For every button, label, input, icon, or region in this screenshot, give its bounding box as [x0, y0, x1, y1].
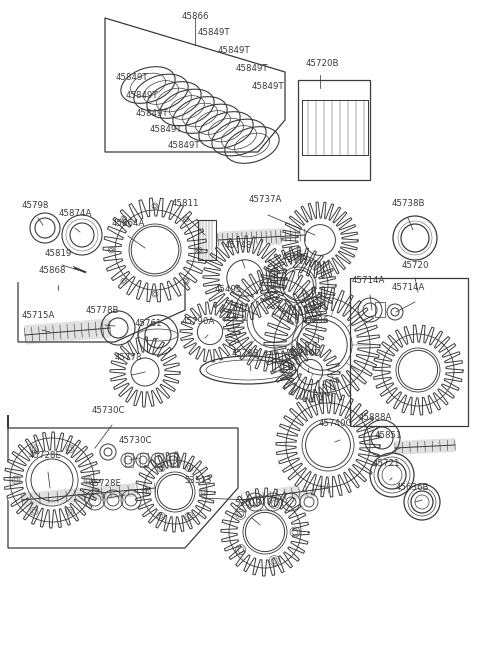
Circle shape — [4, 432, 100, 528]
Text: 45874A: 45874A — [58, 209, 92, 218]
Text: 45740G: 45740G — [319, 419, 353, 428]
Circle shape — [223, 268, 327, 372]
Text: 45798: 45798 — [21, 201, 48, 210]
Text: 45849T: 45849T — [198, 28, 230, 37]
Text: 45730C: 45730C — [91, 406, 125, 415]
Text: 45811: 45811 — [171, 199, 199, 208]
Text: 45730C: 45730C — [118, 436, 152, 445]
Text: 45715A: 45715A — [21, 311, 55, 320]
Text: 45714A: 45714A — [391, 283, 425, 292]
Bar — [170, 453, 178, 467]
Circle shape — [373, 325, 463, 415]
Text: 45849T: 45849T — [135, 109, 168, 118]
Text: 45849T: 45849T — [218, 46, 251, 55]
Text: 45790A: 45790A — [181, 317, 215, 326]
Text: 43182: 43182 — [281, 253, 309, 262]
Text: 45819: 45819 — [44, 249, 72, 258]
Text: 45864A: 45864A — [111, 219, 144, 228]
Text: 45849T: 45849T — [149, 126, 182, 134]
Text: 45788: 45788 — [231, 349, 259, 358]
Text: 45796: 45796 — [301, 316, 329, 325]
Circle shape — [260, 247, 336, 323]
Text: 45761: 45761 — [134, 319, 162, 328]
Circle shape — [110, 337, 180, 407]
Text: 45721: 45721 — [372, 459, 400, 468]
Text: 45778: 45778 — [114, 353, 142, 362]
Text: 45738B: 45738B — [391, 199, 425, 208]
Text: 45720: 45720 — [401, 261, 429, 270]
Text: 53513: 53513 — [234, 499, 262, 508]
Text: 45849T: 45849T — [125, 91, 158, 101]
Bar — [198, 220, 216, 260]
Circle shape — [135, 452, 215, 532]
Text: 45748: 45748 — [224, 241, 252, 250]
Text: 45851: 45851 — [374, 431, 402, 440]
Text: 45737A: 45737A — [248, 195, 282, 204]
Circle shape — [203, 236, 287, 320]
Text: 45868: 45868 — [38, 266, 66, 275]
Text: 45720B: 45720B — [305, 59, 339, 68]
Text: 45740D: 45740D — [288, 349, 322, 358]
Bar — [375, 302, 385, 317]
Circle shape — [103, 198, 207, 302]
Text: 45888A: 45888A — [358, 413, 392, 422]
Text: 45849T: 45849T — [236, 64, 269, 73]
Text: 53513: 53513 — [184, 476, 212, 485]
Text: 45495: 45495 — [214, 285, 242, 294]
Text: 45849T: 45849T — [115, 73, 148, 83]
Text: 45849T: 45849T — [168, 142, 200, 150]
Circle shape — [180, 302, 240, 362]
Bar — [298, 80, 370, 180]
Text: 45728E: 45728E — [28, 451, 61, 460]
Bar — [350, 278, 468, 426]
Circle shape — [276, 393, 380, 497]
Text: 45714A: 45714A — [351, 276, 384, 285]
Text: 45849T: 45849T — [252, 82, 285, 91]
Text: 45866: 45866 — [181, 12, 209, 21]
Circle shape — [282, 202, 358, 278]
Bar — [125, 453, 133, 467]
Circle shape — [280, 342, 340, 402]
Bar — [140, 453, 148, 467]
Text: 45778B: 45778B — [85, 306, 119, 315]
Circle shape — [264, 287, 380, 403]
Text: 45636B: 45636B — [395, 483, 429, 492]
Circle shape — [221, 488, 309, 576]
Text: 45728E: 45728E — [88, 479, 121, 488]
Bar — [155, 453, 163, 467]
